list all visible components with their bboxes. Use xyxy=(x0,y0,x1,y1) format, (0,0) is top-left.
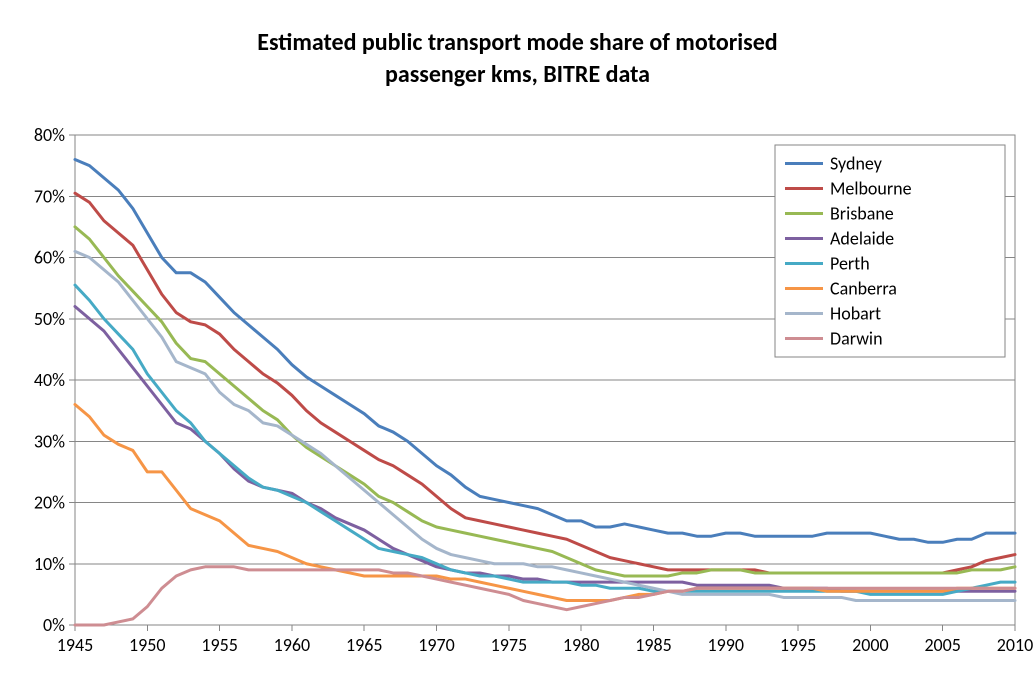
x-tick-label: 1990 xyxy=(708,634,745,656)
legend-label: Brisbane xyxy=(830,203,894,225)
title-line-1: Estimated public transport mode share of… xyxy=(257,28,777,57)
legend-label: Hobart xyxy=(830,303,881,325)
legend-label: Melbourne xyxy=(830,178,912,200)
y-tick-label: 50% xyxy=(34,308,65,330)
legend-label: Perth xyxy=(830,253,870,275)
y-tick-label: 20% xyxy=(34,492,65,514)
legend: Sydney Melbourne Brisbane Adelaide Perth Canb… xyxy=(775,145,1005,357)
x-tick-label: 1945 xyxy=(57,634,94,656)
legend-label: Adelaide xyxy=(830,228,894,250)
x-tick-label: 1985 xyxy=(635,634,672,656)
y-tick-label: 70% xyxy=(34,185,65,207)
y-tick-label: 0% xyxy=(43,614,65,636)
x-tick-label: 2010 xyxy=(997,634,1034,656)
x-tick-label: 1955 xyxy=(201,634,238,656)
y-tick-label: 60% xyxy=(34,247,65,269)
y-tick-label: 10% xyxy=(34,553,65,575)
x-tick-label: 1975 xyxy=(491,634,528,656)
x-tick-label: 2005 xyxy=(924,634,961,656)
y-tick-label: 40% xyxy=(34,369,65,391)
legend-label: Sydney xyxy=(830,153,883,175)
x-tick-label: 2000 xyxy=(852,634,889,656)
x-tick-label: 1965 xyxy=(346,634,383,656)
y-tick-label: 80% xyxy=(34,124,65,146)
x-tick-label: 1960 xyxy=(274,634,311,656)
x-tick-label: 1995 xyxy=(780,634,817,656)
x-tick-label: 1980 xyxy=(563,634,600,656)
x-tick-label: 1950 xyxy=(129,634,166,656)
title-line-2: passenger kms, BITRE data xyxy=(385,60,650,89)
chart-container: Estimated public transport mode share of… xyxy=(0,0,1035,679)
line-chart: Estimated public transport mode share of… xyxy=(0,0,1035,679)
x-tick-label: 1970 xyxy=(418,634,455,656)
y-tick-label: 30% xyxy=(34,430,65,452)
legend-label: Canberra xyxy=(830,278,897,300)
legend-label: Darwin xyxy=(830,328,883,350)
